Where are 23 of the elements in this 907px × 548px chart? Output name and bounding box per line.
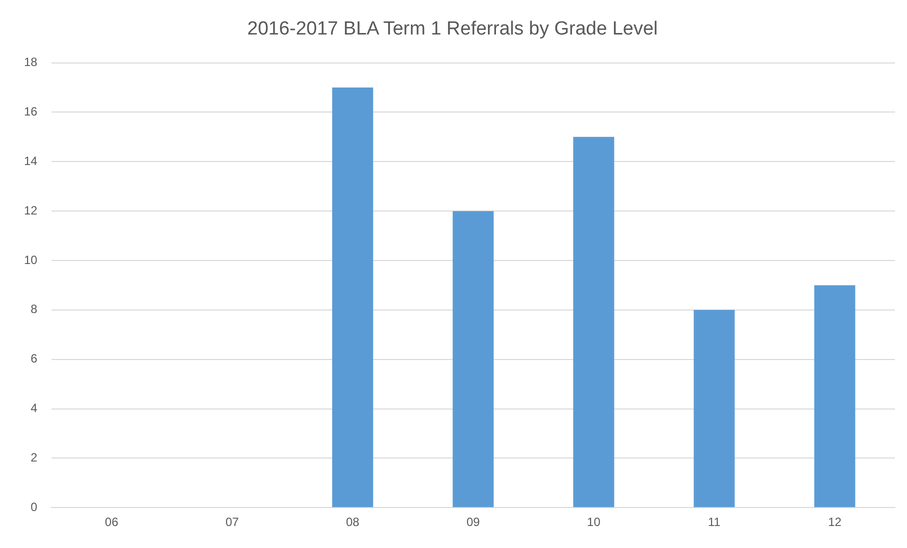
x-tick-label: 06 [104,515,119,530]
y-tick-label: 18 [24,55,38,70]
y-tick-label: 8 [30,302,38,316]
x-tick-label: 07 [225,515,240,530]
bar [694,310,735,508]
bar [573,136,614,508]
x-tick-label: 10 [587,515,601,530]
x-tick-label: 12 [828,515,842,530]
chart-title: 2016-2017 BLA Term 1 Referrals by Grade Level [247,18,658,40]
y-tick-label: 6 [30,352,38,366]
y-tick-label: 16 [24,104,38,119]
y-tick-label: 0 [30,500,38,514]
bar [814,285,856,508]
x-tick-label: 09 [466,515,480,530]
y-tick-label: 2 [30,450,38,464]
y-tick-label: 14 [24,154,38,168]
y-tick-label: 4 [30,401,38,416]
y-tick-label: 10 [24,252,38,267]
bar [332,88,374,508]
bar [452,211,494,508]
x-tick-label: 08 [346,515,360,530]
y-tick-label: 12 [24,203,38,218]
x-tick-label: 11 [708,515,721,530]
